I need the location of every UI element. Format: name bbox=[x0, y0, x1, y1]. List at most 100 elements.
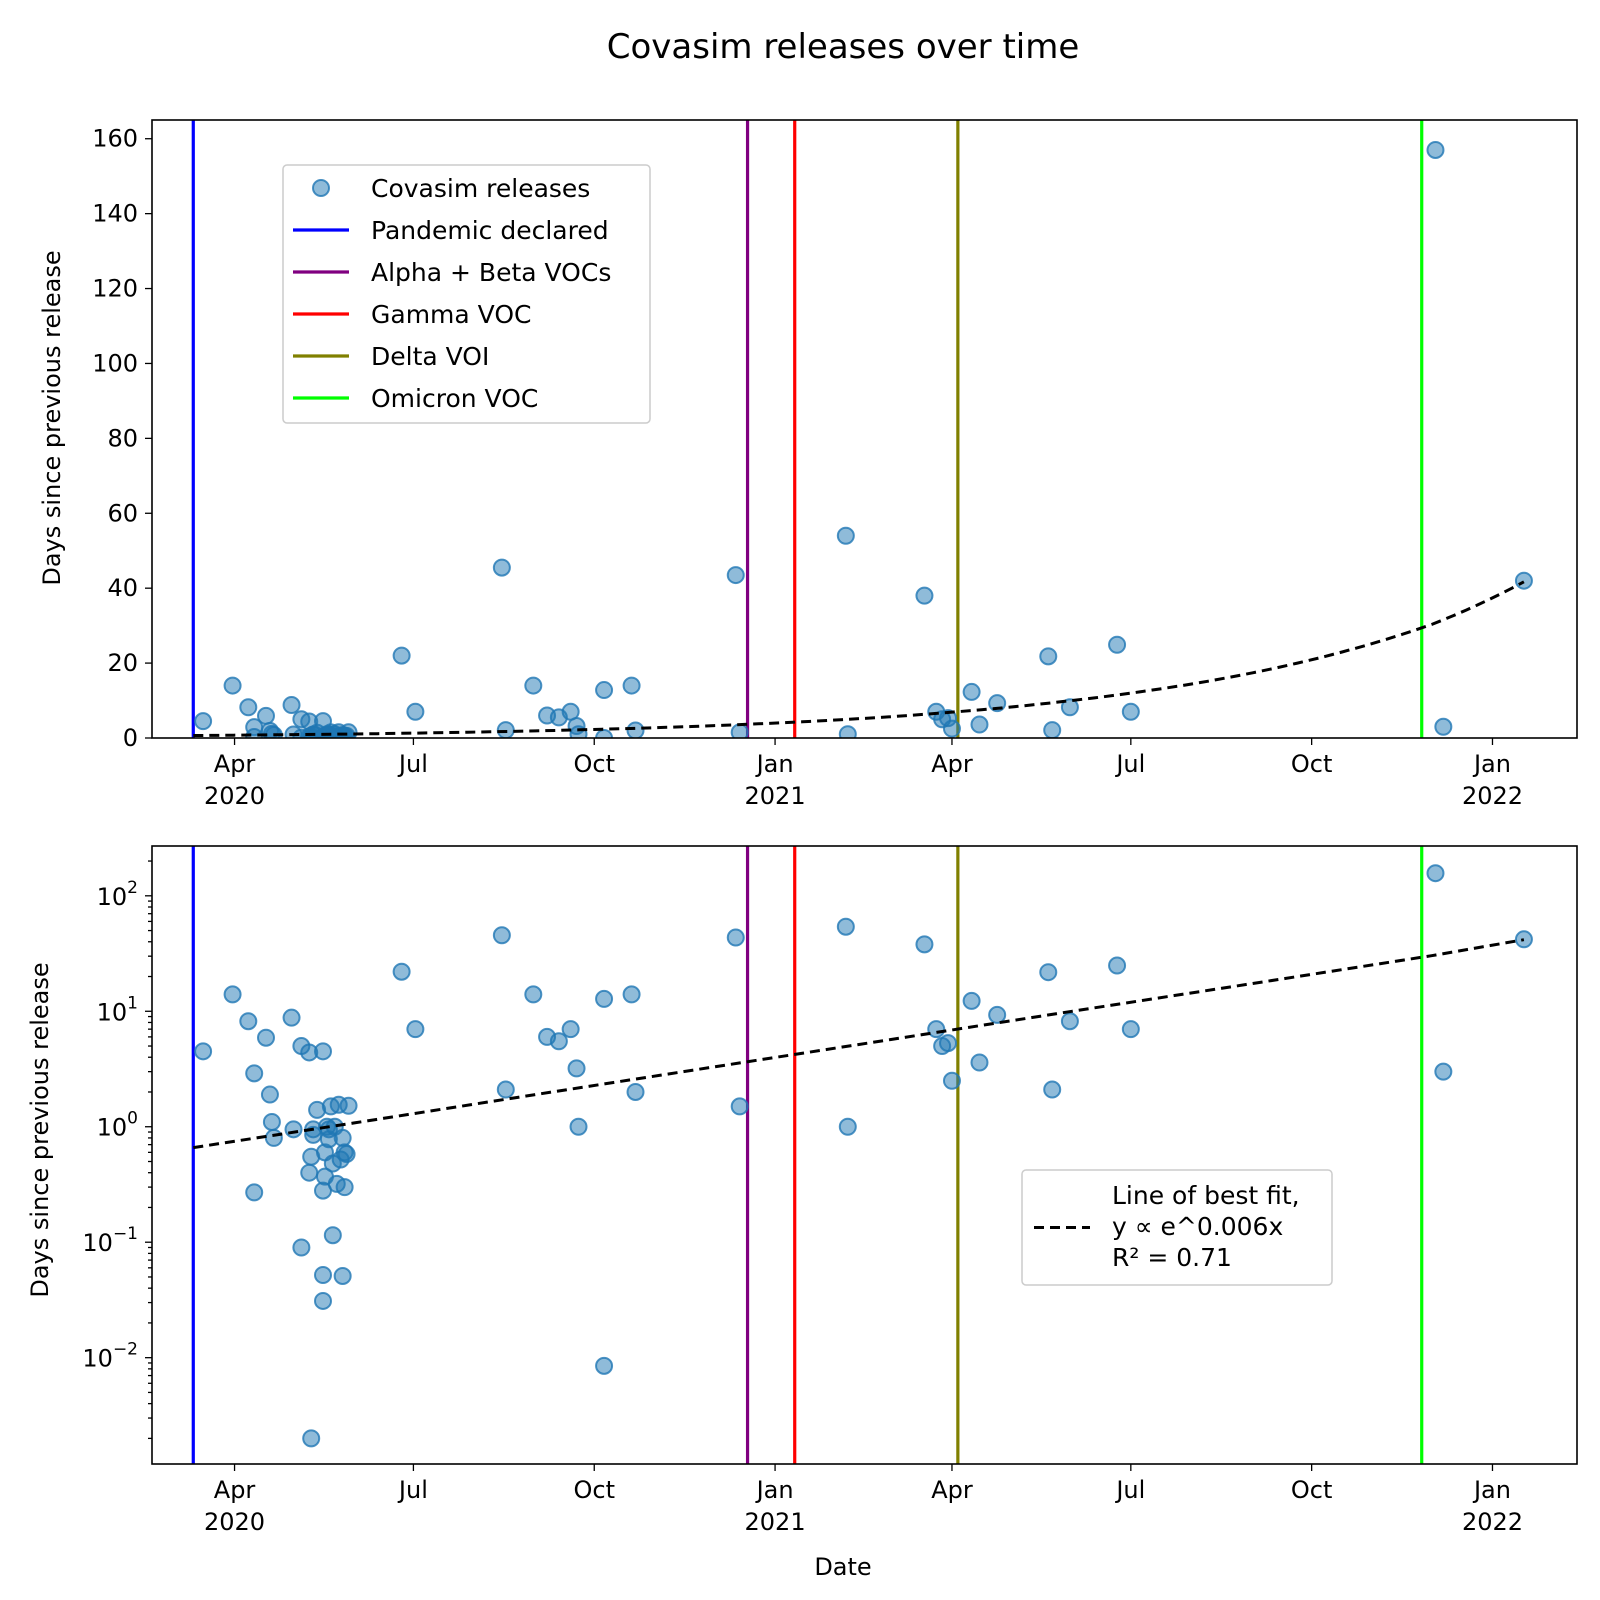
legend-label: Pandemic declared bbox=[371, 216, 609, 245]
x-tick-year-label: 2020 bbox=[204, 1508, 265, 1536]
release-point bbox=[569, 1117, 588, 1136]
release-point bbox=[524, 676, 543, 695]
y-tick-exponent: 1 bbox=[127, 993, 138, 1013]
release-point bbox=[1043, 721, 1062, 738]
release-point bbox=[1043, 1080, 1062, 1099]
release-point bbox=[1060, 698, 1079, 717]
release-point bbox=[264, 1128, 283, 1147]
release-point bbox=[1434, 717, 1453, 736]
x-tick-label: Apr bbox=[931, 1476, 973, 1504]
y-tick-label: 100 bbox=[97, 1109, 138, 1142]
figure-title: Covasim releases over time bbox=[607, 27, 1080, 67]
release-point bbox=[567, 1059, 586, 1078]
release-point bbox=[302, 1429, 321, 1448]
release-point bbox=[245, 1183, 264, 1202]
release-point bbox=[314, 1042, 332, 1061]
x-tick-year-label: 2022 bbox=[1462, 1508, 1523, 1536]
release-point bbox=[282, 696, 301, 715]
release-point bbox=[1108, 956, 1127, 975]
top-clipped-group bbox=[191, 120, 1533, 738]
release-point bbox=[1514, 930, 1533, 949]
release-point bbox=[836, 917, 855, 936]
release-point bbox=[1514, 571, 1533, 590]
release-point bbox=[392, 646, 411, 665]
release-point bbox=[1426, 140, 1445, 159]
release-point bbox=[1121, 1020, 1140, 1039]
y-tick-base: 10 bbox=[97, 883, 128, 911]
release-point bbox=[726, 928, 745, 947]
legend-label: Gamma VOC bbox=[371, 300, 531, 329]
y-tick-exponent: −1 bbox=[113, 1224, 138, 1244]
x-tick-label: Oct bbox=[573, 1476, 615, 1504]
release-point bbox=[962, 991, 981, 1010]
legend-frame bbox=[282, 164, 651, 424]
release-point bbox=[1060, 1012, 1079, 1031]
release-point bbox=[726, 566, 745, 585]
release-point bbox=[622, 985, 641, 1004]
top-y-axis-label: Days since previous release bbox=[38, 250, 66, 585]
release-point bbox=[260, 1085, 279, 1104]
y-tick-exponent: −2 bbox=[113, 1340, 138, 1360]
best-fit-line bbox=[193, 938, 1525, 1150]
release-point bbox=[595, 1356, 614, 1375]
release-point bbox=[561, 1020, 580, 1039]
y-tick-label: 120 bbox=[92, 275, 138, 303]
release-point bbox=[406, 702, 425, 721]
bottom-panel-log: Days since previous release Apr 2020 Jul Oc… bbox=[26, 845, 1578, 1536]
legend-marker bbox=[312, 179, 330, 197]
release-point bbox=[223, 676, 242, 695]
x-tick-label: Jan bbox=[1472, 1476, 1511, 1504]
legend-label: Covasim releases bbox=[371, 174, 590, 203]
y-tick-exponent: 0 bbox=[127, 1109, 138, 1129]
release-point bbox=[257, 1028, 275, 1047]
x-tick-label: Oct bbox=[1291, 1476, 1333, 1504]
release-point bbox=[496, 1080, 515, 1099]
release-point bbox=[282, 1008, 301, 1027]
release-point bbox=[314, 1266, 332, 1285]
x-tick-year-label: 2022 bbox=[1462, 782, 1523, 810]
release-point bbox=[838, 1117, 857, 1136]
y-tick-label: 10−2 bbox=[82, 1340, 138, 1373]
release-point bbox=[970, 715, 989, 734]
release-point bbox=[392, 962, 411, 981]
x-tick-label: Jan bbox=[1472, 750, 1511, 778]
legend-label: Delta VOI bbox=[371, 342, 489, 371]
y-tick-label: 100 bbox=[92, 349, 138, 377]
y-tick-label: 102 bbox=[97, 878, 138, 911]
x-tick-year-label: 2021 bbox=[745, 1508, 806, 1536]
legend-frame bbox=[1021, 1169, 1333, 1286]
legend-label: Alpha + Beta VOCs bbox=[371, 258, 611, 287]
release-point bbox=[492, 926, 511, 945]
y-tick-label: 80 bbox=[107, 424, 138, 452]
y-tick-base: 10 bbox=[82, 1345, 113, 1373]
y-tick-label: 101 bbox=[97, 993, 138, 1026]
release-point bbox=[626, 721, 645, 738]
release-point bbox=[223, 985, 242, 1004]
x-tick-year-label: 2020 bbox=[204, 782, 265, 810]
release-point bbox=[942, 1071, 961, 1090]
x-tick-label: Apr bbox=[214, 750, 256, 778]
release-point bbox=[915, 586, 934, 605]
x-tick-label: Jul bbox=[397, 1476, 428, 1504]
y-tick-label: 60 bbox=[107, 499, 138, 527]
release-point bbox=[915, 935, 934, 954]
bottom-clipped-group bbox=[191, 846, 1533, 1464]
x-tick-label: Jul bbox=[1114, 1476, 1145, 1504]
y-tick-label: 40 bbox=[107, 574, 138, 602]
release-point bbox=[1108, 635, 1127, 654]
bottom-y-axis-label: Days since previous release bbox=[26, 962, 54, 1297]
release-point bbox=[339, 1096, 358, 1115]
release-point bbox=[962, 682, 981, 701]
top-axes: Apr 2020 Jul Oct Jan 2021 Apr Jul Oct Jan 2022 0 20 4… bbox=[92, 119, 1578, 810]
release-point bbox=[942, 719, 961, 738]
legend-label: y ∝ e^0.006x bbox=[1112, 1212, 1283, 1241]
release-point bbox=[595, 681, 614, 700]
y-tick-label: 10−1 bbox=[82, 1224, 138, 1257]
release-point bbox=[622, 676, 641, 695]
y-tick-label: 140 bbox=[92, 200, 138, 228]
y-tick-label: 0 bbox=[123, 724, 138, 752]
release-point bbox=[988, 1005, 1007, 1024]
